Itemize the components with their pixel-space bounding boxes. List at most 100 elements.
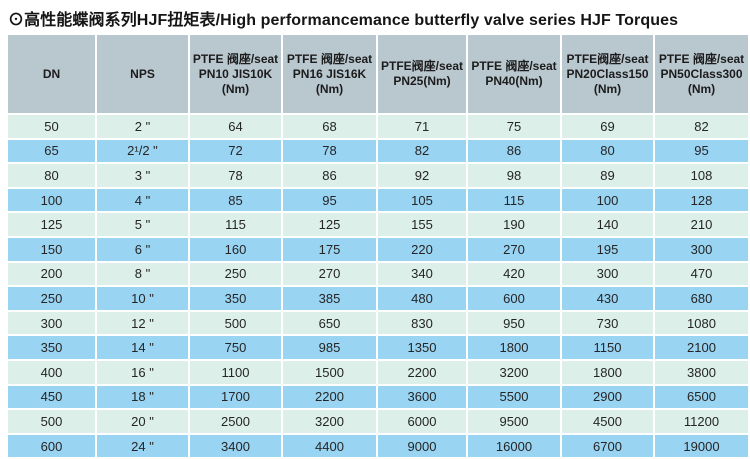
table-cell: 5 " [97,213,188,236]
table-row: 50 2 " 64 68 71 75 69 82 [8,115,748,138]
table-cell: 8 " [97,262,188,286]
table-cell: 80 [8,164,95,187]
table-cell: 115 [190,213,281,236]
column-header-6: PTFE阀座/seat PN20Class150 (Nm) [562,35,653,113]
table-cell: 250 [8,287,95,310]
table-cell: 20 " [97,410,188,433]
table-cell: 3200 [468,360,560,384]
column-header-2: PTFE 阀座/seat PN10 JIS10K (Nm) [190,35,281,113]
table-cell: 2200 [283,385,376,409]
table-cell: 68 [283,115,376,138]
table-cell: 200 [8,262,95,286]
table-row: 450 18 " 1700 2200 3600 5500 2900 6500 [8,385,748,409]
table-cell: 82 [378,139,466,163]
table-cell: 160 [190,237,281,261]
table-cell: 11200 [655,410,748,433]
table-cell: 95 [283,188,376,212]
table-cell: 500 [8,410,95,433]
table-cell: 6700 [562,434,653,458]
table-cell: 6000 [378,410,466,433]
table-header-row: DN NPS PTFE 阀座/seat PN10 JIS10K (Nm) PTFE 阀… [8,35,748,113]
table-cell: 12 " [97,311,188,335]
table-row: 500 20 " 2500 3200 6000 9500 4500 11200 [8,410,748,433]
table-cell: 600 [468,287,560,310]
table-cell: 600 [8,434,95,458]
table-cell: 1700 [190,385,281,409]
table-row: 125 5 " 115 125 155 190 140 210 [8,213,748,236]
table-cell: 430 [562,287,653,310]
column-header-4: PTFE阀座/seat PN25(Nm) [378,35,466,113]
table-cell: 680 [655,287,748,310]
column-header-0: DN [8,35,95,113]
table-cell: 155 [378,213,466,236]
table-cell: 2900 [562,385,653,409]
table-cell: 4400 [283,434,376,458]
torque-table: DN NPS PTFE 阀座/seat PN10 JIS10K (Nm) PTFE 阀… [6,33,750,459]
table-cell: 210 [655,213,748,236]
table-cell: 1150 [562,336,653,359]
table-cell: 175 [283,237,376,261]
table-cell: 650 [283,311,376,335]
table-cell: 80 [562,139,653,163]
table-cell: 64 [190,115,281,138]
table-cell: 250 [190,262,281,286]
table-cell: 86 [283,164,376,187]
table-cell: 16000 [468,434,560,458]
table-cell: 480 [378,287,466,310]
column-header-3: PTFE 阀座/seat PN16 JIS16K (Nm) [283,35,376,113]
table-cell: 6500 [655,385,748,409]
table-cell: 4500 [562,410,653,433]
table-cell: 18 " [97,385,188,409]
table-cell: 19000 [655,434,748,458]
table-cell: 5500 [468,385,560,409]
table-cell: 89 [562,164,653,187]
table-cell: 78 [190,164,281,187]
table-cell: 2 " [97,115,188,138]
table-cell: 450 [8,385,95,409]
table-header: DN NPS PTFE 阀座/seat PN10 JIS10K (Nm) PTFE 阀… [8,35,748,113]
table-cell: 190 [468,213,560,236]
table-cell: 300 [655,237,748,261]
table-cell: 420 [468,262,560,286]
table-row: 65 2¹/2 " 72 78 82 86 80 95 [8,139,748,163]
table-cell: 69 [562,115,653,138]
table-cell: 10 " [97,287,188,310]
table-cell: 400 [8,360,95,384]
table-cell: 470 [655,262,748,286]
table-cell: 730 [562,311,653,335]
table-row: 250 10 " 350 385 480 600 430 680 [8,287,748,310]
table-cell: 82 [655,115,748,138]
table-cell: 985 [283,336,376,359]
table-cell: 86 [468,139,560,163]
table-cell: 3200 [283,410,376,433]
table-cell: 270 [283,262,376,286]
table-cell: 85 [190,188,281,212]
table-cell: 71 [378,115,466,138]
table-cell: 3 " [97,164,188,187]
table-cell: 2500 [190,410,281,433]
table-cell: 1500 [283,360,376,384]
page-title: ⊙高性能蝶阀系列HJF扭矩表/High performancemance but… [8,12,679,29]
table-cell: 78 [283,139,376,163]
table-cell: 16 " [97,360,188,384]
table-cell: 195 [562,237,653,261]
table-cell: 100 [562,188,653,212]
table-cell: 125 [8,213,95,236]
table-cell: 350 [8,336,95,359]
column-header-1: NPS [97,35,188,113]
table-cell: 115 [468,188,560,212]
table-cell: 105 [378,188,466,212]
table-row: 80 3 " 78 86 92 98 89 108 [8,164,748,187]
table-cell: 125 [283,213,376,236]
table-row: 100 4 " 85 95 105 115 100 128 [8,188,748,212]
table-cell: 2100 [655,336,748,359]
table-cell: 340 [378,262,466,286]
table-cell: 100 [8,188,95,212]
table-cell: 1350 [378,336,466,359]
table-cell: 108 [655,164,748,187]
table-cell: 1800 [468,336,560,359]
table-cell: 1800 [562,360,653,384]
table-cell: 500 [190,311,281,335]
table-cell: 1100 [190,360,281,384]
table-cell: 140 [562,213,653,236]
